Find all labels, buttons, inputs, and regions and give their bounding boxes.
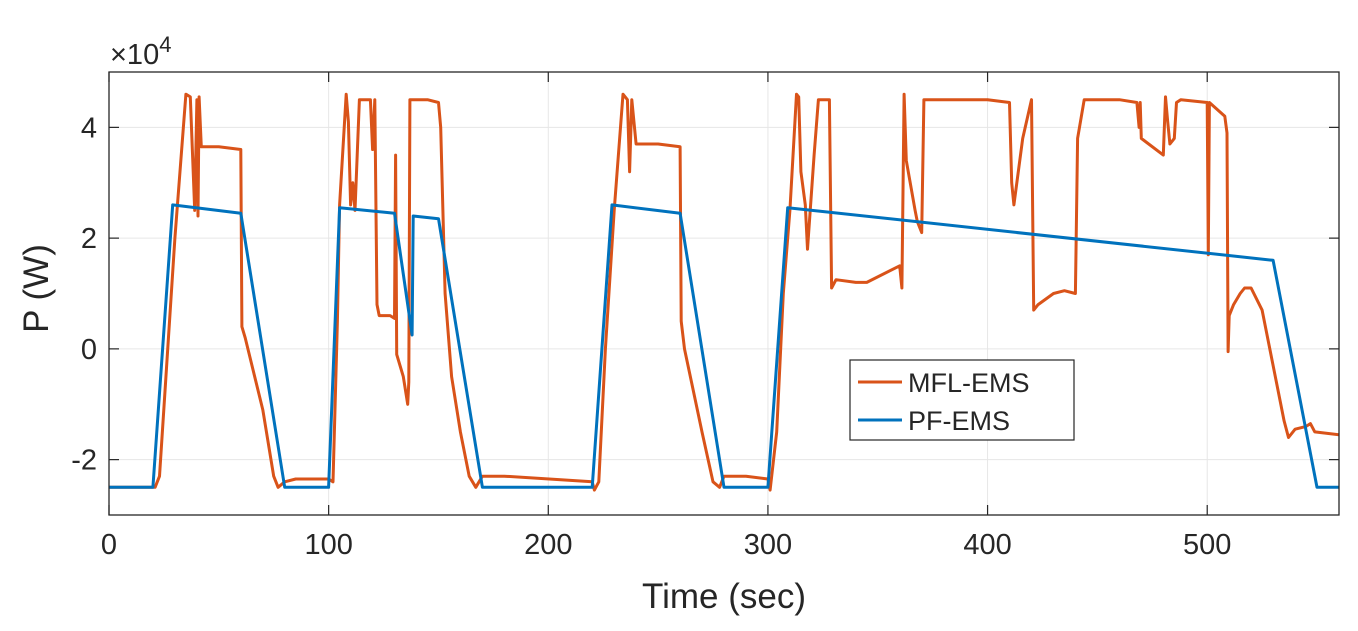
- y-tick-label: -2: [71, 445, 97, 477]
- x-tick-label: 500: [1183, 529, 1231, 561]
- series-line-mfl-ems: [109, 92, 1339, 492]
- x-tick-label: 200: [524, 529, 572, 561]
- series-layer: [109, 92, 1339, 492]
- legend: MFL-EMS PF-EMS: [849, 359, 1075, 441]
- legend-box: [849, 359, 1075, 441]
- x-tick-label: 100: [304, 529, 352, 561]
- x-axis-label: Time (sec): [642, 577, 806, 616]
- grid: [108, 72, 1339, 515]
- x-tick-label: 0: [101, 529, 117, 561]
- series-line-pf-ems: [109, 203, 1339, 489]
- y-axis-multiplier: ×104: [110, 32, 171, 71]
- y-axis-multiplier-exponent: 4: [159, 32, 171, 57]
- y-axis-multiplier-base: ×10: [110, 39, 159, 71]
- x-tick-label: 300: [744, 529, 792, 561]
- y-tick-label: 2: [81, 223, 97, 255]
- y-axis-label: P (W): [17, 244, 56, 333]
- y-tick-label: 4: [81, 112, 97, 144]
- legend-label-mfl-ems: MFL-EMS: [908, 368, 1030, 398]
- axes-box: [108, 71, 1340, 516]
- y-tick-label: 0: [81, 334, 97, 366]
- ticks: 0 100 200 300 400 500 -2 0 2 4: [71, 72, 1339, 561]
- x-tick-label: 400: [963, 529, 1011, 561]
- legend-label-pf-ems: PF-EMS: [908, 406, 1010, 436]
